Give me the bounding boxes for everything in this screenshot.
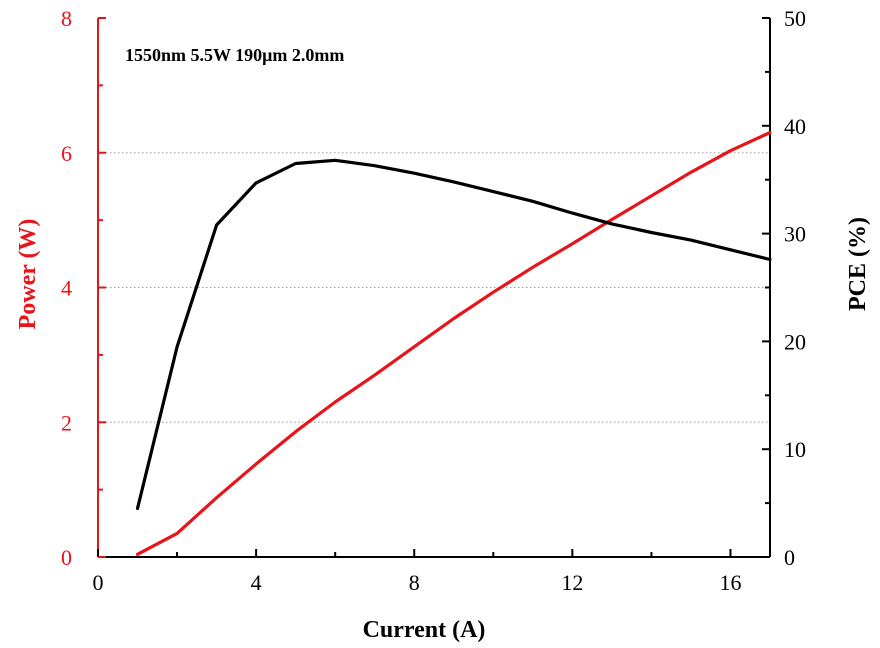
- x-tick-label: 4: [251, 570, 262, 595]
- y-tick-label-left: 0: [61, 545, 72, 570]
- x-axis-title: Current (A): [363, 617, 486, 643]
- y-tick-label-left: 4: [61, 276, 72, 301]
- y-tick-label-right: 30: [784, 222, 806, 247]
- gridlines: [98, 152, 770, 423]
- y-tick-label-left: 6: [61, 141, 72, 166]
- y-axis-title-right: PCE (%): [845, 217, 871, 311]
- y-tick-label-left: 8: [61, 6, 72, 31]
- x-tick-label: 16: [719, 570, 741, 595]
- y-tick-label-left: 2: [61, 410, 72, 435]
- chart-annotation: 1550nm 5.5W 190μm 2.0mm: [125, 45, 344, 65]
- x-tick-label: 8: [409, 570, 420, 595]
- y-axis-title-left: Power (W): [15, 219, 41, 330]
- x-tick-label: 12: [561, 570, 583, 595]
- x-tick-label: 0: [93, 570, 104, 595]
- y-tick-label-right: 20: [784, 329, 806, 354]
- pce-series-line: [135, 158, 772, 511]
- tick-labels: 0 4 8 12 16 0 2 4 6 8 0 10 20 30 40 50: [61, 6, 806, 595]
- series-lines: [135, 130, 772, 556]
- axes: [97, 17, 771, 558]
- y-tick-label-right: 0: [784, 545, 795, 570]
- y-tick-label-right: 10: [784, 437, 806, 462]
- y-tick-label-right: 50: [784, 6, 806, 31]
- y-tick-label-right: 40: [784, 114, 806, 139]
- power-series-line: [135, 130, 772, 556]
